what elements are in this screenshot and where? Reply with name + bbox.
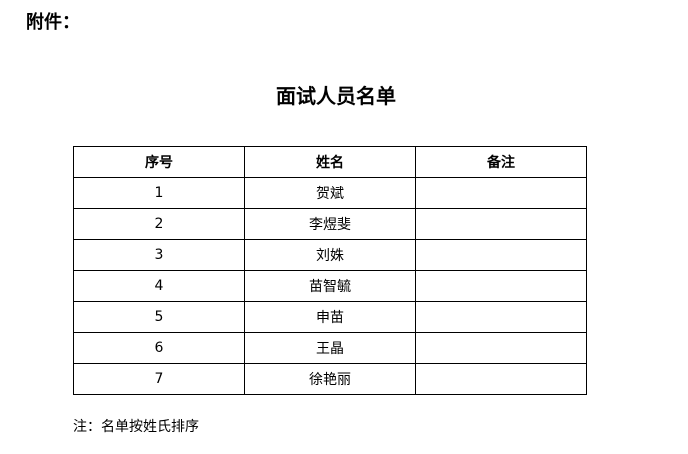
table-row: 2 李煜斐 <box>73 208 587 240</box>
table-row: 3 刘姝 <box>73 239 587 271</box>
cell-index: 3 <box>73 239 245 271</box>
table-row: 4 苗智毓 <box>73 270 587 302</box>
cell-remarks <box>415 332 587 364</box>
table-row: 6 王晶 <box>73 332 587 364</box>
header-name: 姓名 <box>244 146 416 178</box>
cell-index: 4 <box>73 270 245 302</box>
cell-index: 5 <box>73 301 245 333</box>
cell-index: 2 <box>73 208 245 240</box>
page-title: 面试人员名单 <box>276 84 396 108</box>
cell-name: 李煜斐 <box>244 208 416 240</box>
cell-remarks <box>415 301 587 333</box>
cell-name: 徐艳丽 <box>244 363 416 395</box>
candidate-table: 序号 姓名 备注 1 贺斌 2 李煜斐 3 刘姝 4 苗智毓 5 申苗 6 王晶 7 徐艳丽 <box>73 146 587 395</box>
cell-index: 7 <box>73 363 245 395</box>
cell-index: 6 <box>73 332 245 364</box>
footnote: 注：名单按姓氏排序 <box>73 419 199 435</box>
cell-name: 申苗 <box>244 301 416 333</box>
table-row: 5 申苗 <box>73 301 587 333</box>
cell-name: 刘姝 <box>244 239 416 271</box>
header-remarks: 备注 <box>415 146 587 178</box>
cell-name: 贺斌 <box>244 177 416 209</box>
table-row: 7 徐艳丽 <box>73 363 587 395</box>
cell-name: 苗智毓 <box>244 270 416 302</box>
table-header-row: 序号 姓名 备注 <box>73 146 587 178</box>
cell-remarks <box>415 239 587 271</box>
cell-remarks <box>415 177 587 209</box>
cell-remarks <box>415 270 587 302</box>
cell-index: 1 <box>73 177 245 209</box>
cell-name: 王晶 <box>244 332 416 364</box>
table-row: 1 贺斌 <box>73 177 587 209</box>
header-index: 序号 <box>73 146 245 178</box>
cell-remarks <box>415 208 587 240</box>
cell-remarks <box>415 363 587 395</box>
attachment-label: 附件： <box>26 12 80 33</box>
